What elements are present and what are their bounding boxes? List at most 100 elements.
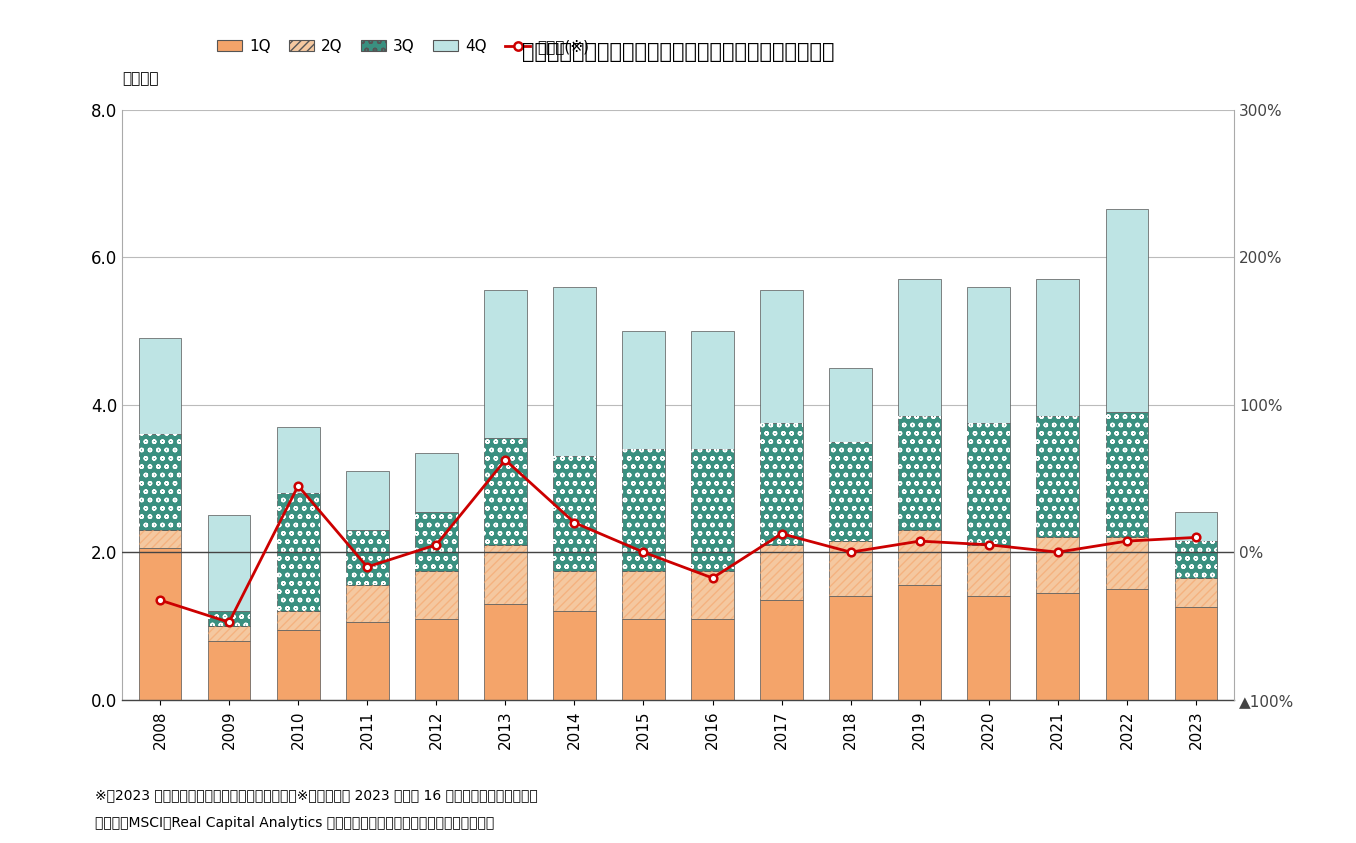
Bar: [898, 279, 941, 416]
Bar: [1036, 538, 1079, 593]
Bar: [484, 604, 526, 700]
Bar: [622, 448, 664, 571]
Bar: [830, 541, 872, 597]
Bar: [1105, 209, 1149, 412]
Text: （資料）MSCI　Real Capital Analytics の公表データからニッセイ基礎研究所が作成: （資料）MSCI Real Capital Analytics の公表データから…: [95, 816, 494, 830]
Bar: [553, 456, 595, 571]
Bar: [967, 423, 1010, 545]
Bar: [761, 545, 803, 600]
Bar: [622, 331, 664, 448]
Bar: [138, 530, 182, 549]
Bar: [138, 530, 182, 549]
Bar: [761, 423, 803, 545]
Bar: [207, 641, 251, 700]
Bar: [967, 545, 1010, 597]
Bar: [415, 512, 458, 571]
Bar: [761, 545, 803, 600]
Bar: [898, 585, 941, 700]
Bar: [1036, 416, 1079, 538]
Bar: [277, 611, 320, 630]
Bar: [898, 530, 941, 585]
Text: ※　2023 年の前年比は上半期の前年同期比　　※　データは 2023 年８月 16 日時点までに判明のもの: ※ 2023 年の前年比は上半期の前年同期比 ※ データは 2023 年８月 1…: [95, 788, 538, 803]
Bar: [484, 545, 526, 604]
Bar: [830, 442, 872, 541]
Bar: [622, 571, 664, 619]
Legend: 1Q, 2Q, 3Q, 4Q, 前年比(※): 1Q, 2Q, 3Q, 4Q, 前年比(※): [212, 33, 595, 60]
Text: （兆円）: （兆円）: [122, 71, 159, 86]
Bar: [761, 600, 803, 700]
Bar: [207, 515, 251, 611]
Bar: [692, 448, 734, 571]
Bar: [553, 571, 595, 611]
Bar: [553, 287, 595, 456]
Bar: [138, 549, 182, 700]
Bar: [1105, 538, 1149, 589]
Bar: [484, 438, 526, 545]
Bar: [967, 287, 1010, 423]
Bar: [830, 442, 872, 541]
Bar: [207, 611, 251, 626]
Bar: [415, 619, 458, 700]
Bar: [967, 423, 1010, 545]
Bar: [692, 571, 734, 619]
Bar: [830, 368, 872, 442]
Bar: [1105, 412, 1149, 538]
Bar: [277, 493, 320, 611]
Bar: [1036, 416, 1079, 538]
Bar: [138, 338, 182, 434]
Bar: [1036, 279, 1079, 416]
Bar: [277, 630, 320, 700]
Bar: [484, 438, 526, 545]
Bar: [346, 530, 389, 585]
Bar: [1174, 541, 1218, 578]
Bar: [1105, 589, 1149, 700]
Bar: [1174, 578, 1218, 608]
Bar: [1174, 512, 1218, 541]
Bar: [622, 619, 664, 700]
Bar: [1105, 538, 1149, 589]
Bar: [138, 434, 182, 530]
Bar: [484, 290, 526, 438]
Bar: [1174, 608, 1218, 700]
Bar: [967, 545, 1010, 597]
Bar: [622, 448, 664, 571]
Bar: [622, 571, 664, 619]
Bar: [830, 597, 872, 700]
Bar: [346, 622, 389, 700]
Bar: [277, 493, 320, 611]
Bar: [692, 571, 734, 619]
Bar: [898, 416, 941, 530]
Bar: [830, 541, 872, 597]
Bar: [692, 619, 734, 700]
Bar: [346, 471, 389, 530]
Bar: [346, 530, 389, 585]
Bar: [1105, 412, 1149, 538]
Bar: [277, 611, 320, 630]
Bar: [1036, 593, 1079, 700]
Bar: [346, 585, 389, 622]
Bar: [692, 448, 734, 571]
Bar: [1174, 578, 1218, 608]
Bar: [898, 416, 941, 530]
Bar: [761, 290, 803, 423]
Bar: [207, 626, 251, 641]
Bar: [415, 512, 458, 571]
Bar: [346, 585, 389, 622]
Text: 図表１　国内不動産の売買額（全体、四半期、前年比）: 図表１ 国内不動産の売買額（全体、四半期、前年比）: [522, 42, 834, 62]
Bar: [553, 611, 595, 700]
Bar: [1174, 541, 1218, 578]
Bar: [553, 571, 595, 611]
Bar: [207, 611, 251, 626]
Bar: [415, 571, 458, 619]
Bar: [207, 626, 251, 641]
Bar: [692, 331, 734, 448]
Bar: [967, 597, 1010, 700]
Bar: [415, 571, 458, 619]
Bar: [277, 427, 320, 493]
Bar: [1036, 538, 1079, 593]
Bar: [761, 423, 803, 545]
Bar: [553, 456, 595, 571]
Bar: [484, 545, 526, 604]
Bar: [138, 434, 182, 530]
Bar: [415, 453, 458, 512]
